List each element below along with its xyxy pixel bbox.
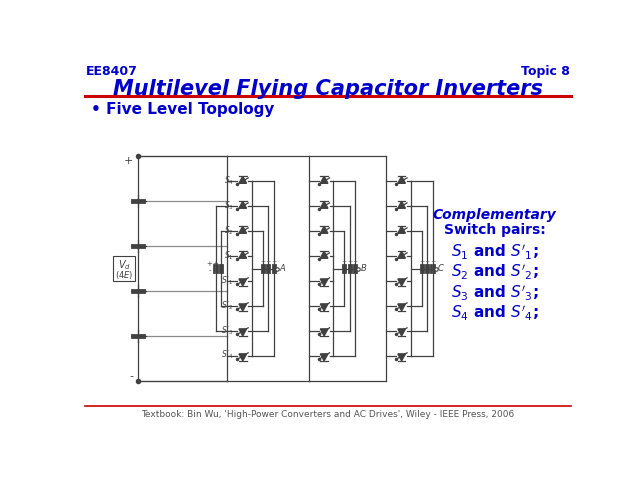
Polygon shape xyxy=(321,201,328,208)
Text: $(4E)$: $(4E)$ xyxy=(115,269,133,281)
Text: +: + xyxy=(271,259,276,264)
Polygon shape xyxy=(239,251,246,258)
Text: +: + xyxy=(347,259,353,264)
Polygon shape xyxy=(321,329,328,336)
Text: EE8407: EE8407 xyxy=(86,65,138,78)
Text: +: + xyxy=(260,259,266,264)
Bar xyxy=(113,256,135,281)
Polygon shape xyxy=(239,329,246,336)
Text: -: - xyxy=(268,268,269,274)
Text: $S_1$: $S_1$ xyxy=(224,249,234,262)
Text: Topic 8: Topic 8 xyxy=(521,65,570,78)
Text: +: + xyxy=(424,259,430,264)
Text: Switch pairs:: Switch pairs: xyxy=(444,223,545,237)
Polygon shape xyxy=(398,354,405,361)
Text: $S'_4$: $S'_4$ xyxy=(221,349,234,361)
Polygon shape xyxy=(321,354,328,361)
Polygon shape xyxy=(239,201,246,208)
Text: -: - xyxy=(431,268,434,274)
Text: $S'_1$: $S'_1$ xyxy=(221,274,234,287)
Text: $\mathit{S}_{1}$ and $\mathit{S'_{1}}$;: $\mathit{S}_{1}$ and $\mathit{S'_{1}}$; xyxy=(451,243,538,263)
Text: A: A xyxy=(279,264,285,273)
Text: Textbook: Bin Wu, 'High-Power Converters and AC Drives', Wiley - IEEE Press, 200: Textbook: Bin Wu, 'High-Power Converters… xyxy=(141,410,515,419)
Text: $S_4$: $S_4$ xyxy=(223,174,234,187)
Text: $\mathit{S}_{2}$ and $\mathit{S'_{2}}$;: $\mathit{S}_{2}$ and $\mathit{S'_{2}}$; xyxy=(451,263,538,283)
Text: +: + xyxy=(430,259,435,264)
Text: -: - xyxy=(426,268,428,274)
Polygon shape xyxy=(239,304,246,311)
Polygon shape xyxy=(239,176,246,183)
Text: -: - xyxy=(354,268,356,274)
Polygon shape xyxy=(239,354,246,361)
Text: -: - xyxy=(420,268,423,274)
Text: +: + xyxy=(419,259,424,264)
Text: B: B xyxy=(360,264,366,273)
Text: +: + xyxy=(124,156,134,166)
Polygon shape xyxy=(398,304,405,311)
Text: -: - xyxy=(349,268,351,274)
Text: C: C xyxy=(438,264,444,273)
Text: -: - xyxy=(129,372,134,382)
Text: $\mathit{S}_{4}$ and $\mathit{S'_{4}}$;: $\mathit{S}_{4}$ and $\mathit{S'_{4}}$; xyxy=(451,303,538,323)
Text: -: - xyxy=(262,268,264,274)
Polygon shape xyxy=(321,176,328,183)
Polygon shape xyxy=(398,329,405,336)
Polygon shape xyxy=(398,201,405,208)
Text: -: - xyxy=(214,267,216,274)
Text: -: - xyxy=(208,267,211,274)
Text: +: + xyxy=(212,261,218,266)
Text: -: - xyxy=(273,268,275,274)
Text: $S'_2$: $S'_2$ xyxy=(221,299,234,312)
Text: $S_3$: $S_3$ xyxy=(223,199,234,212)
Text: +: + xyxy=(266,259,271,264)
Polygon shape xyxy=(398,176,405,183)
Polygon shape xyxy=(321,279,328,286)
Text: -: - xyxy=(343,268,346,274)
Text: $\mathit{S}_{3}$ and $\mathit{S'_{3}}$;: $\mathit{S}_{3}$ and $\mathit{S'_{3}}$; xyxy=(451,283,538,302)
Polygon shape xyxy=(398,279,405,286)
Text: • Five Level Topology: • Five Level Topology xyxy=(91,102,274,117)
Polygon shape xyxy=(321,226,328,233)
Text: +: + xyxy=(342,259,347,264)
Polygon shape xyxy=(398,226,405,233)
Text: Multilevel Flying Capacitor Inverters: Multilevel Flying Capacitor Inverters xyxy=(113,79,543,99)
Text: Complementary: Complementary xyxy=(433,208,557,222)
Text: +: + xyxy=(353,259,358,264)
Polygon shape xyxy=(321,251,328,258)
Polygon shape xyxy=(398,251,405,258)
Polygon shape xyxy=(321,304,328,311)
Text: $S_2$: $S_2$ xyxy=(224,224,234,237)
Polygon shape xyxy=(239,226,246,233)
Text: +: + xyxy=(207,261,212,266)
Text: $V_d$: $V_d$ xyxy=(118,258,131,272)
Text: $S'_3$: $S'_3$ xyxy=(221,324,234,336)
Polygon shape xyxy=(239,279,246,286)
